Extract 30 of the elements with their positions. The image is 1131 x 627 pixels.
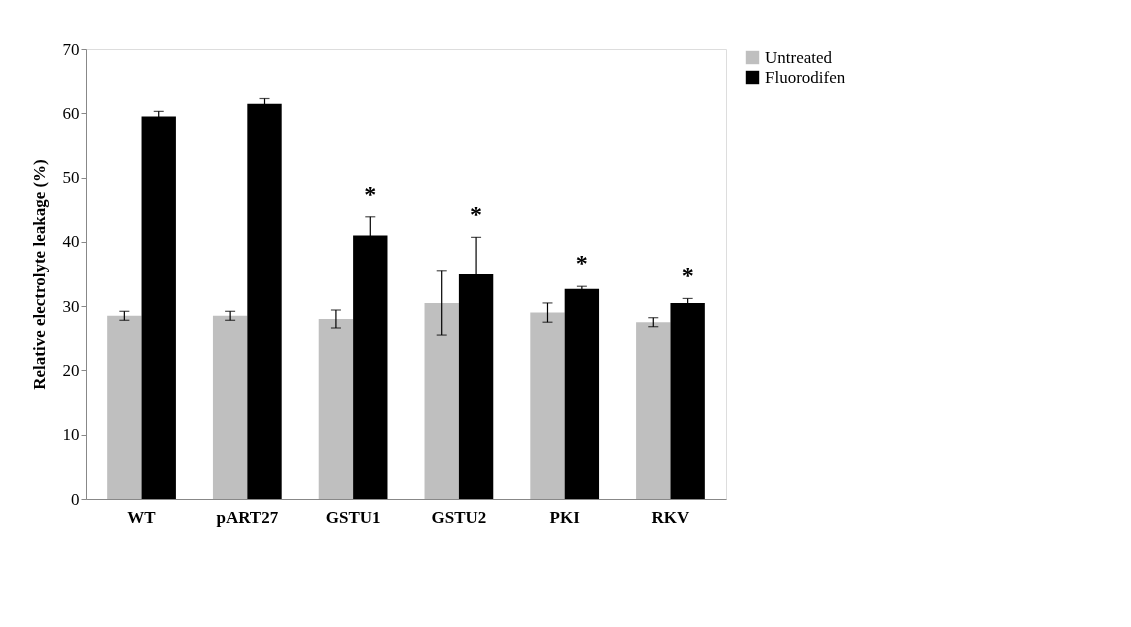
bar [247, 103, 282, 499]
bar [530, 312, 565, 499]
legend-label: Untreated [765, 47, 833, 67]
y-tick-label: 10 [62, 425, 80, 445]
y-tick-label: 20 [62, 360, 80, 380]
bar [424, 302, 459, 499]
annotation: * [364, 180, 377, 207]
bar [318, 319, 354, 499]
y-tick-label: 50 [62, 168, 80, 188]
y-axis-title: Relative electrolyte leakage (%) [29, 159, 49, 390]
y-tick-label: 0 [71, 489, 80, 509]
x-tick-label: PKI [549, 507, 581, 527]
x-tick-label: WT [127, 507, 157, 527]
annotation: * [681, 262, 694, 289]
y-tick-label: 30 [62, 296, 80, 316]
legend-label: Fluorodifen [765, 67, 846, 87]
y-tick-label: 40 [62, 232, 80, 252]
bar [670, 302, 705, 499]
x-tick-label: GSTU1 [325, 507, 381, 527]
bar [636, 322, 671, 499]
y-tick-label: 70 [62, 39, 80, 59]
annotation: * [470, 201, 483, 228]
bar [107, 315, 142, 499]
bar [212, 315, 248, 499]
x-tick-label: GSTU2 [431, 507, 487, 527]
bar [141, 116, 176, 499]
x-tick-label: pART27 [216, 507, 279, 527]
y-tick-label: 60 [62, 103, 80, 123]
x-tick-label: RKV [651, 507, 691, 527]
annotation: * [575, 250, 588, 277]
